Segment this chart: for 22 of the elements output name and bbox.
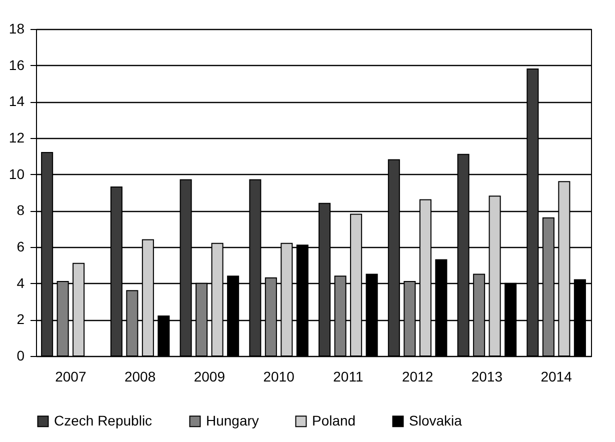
x-tick-label: 2009 xyxy=(194,368,226,384)
x-tick-label: 2012 xyxy=(402,368,434,384)
x-tick-label: 2011 xyxy=(333,368,364,384)
y-tick-label: 16 xyxy=(8,56,25,73)
y-tick-label: 18 xyxy=(8,20,25,36)
y-tick-label: 2 xyxy=(16,311,25,328)
legend-label: Czech Republic xyxy=(54,412,152,428)
y-tick-label: 14 xyxy=(8,93,25,110)
x-tick-label: 2013 xyxy=(471,368,503,384)
y-tick-label: 4 xyxy=(16,274,25,291)
x-tick-label: 2014 xyxy=(540,368,572,384)
legend-label: Hungary xyxy=(206,412,259,428)
legend-label: Slovakia xyxy=(409,412,462,428)
x-tick-label: 2008 xyxy=(124,368,156,384)
y-tick-label: 10 xyxy=(8,166,25,182)
y-tick-label: 0 xyxy=(16,348,25,364)
legend-label: Poland xyxy=(312,412,356,428)
y-tick-label: 12 xyxy=(8,130,25,146)
y-tick-label: 8 xyxy=(16,202,25,218)
x-tick-label: 2010 xyxy=(263,368,295,384)
y-tick-label: 6 xyxy=(16,238,25,254)
x-tick-label: 2007 xyxy=(55,368,86,384)
